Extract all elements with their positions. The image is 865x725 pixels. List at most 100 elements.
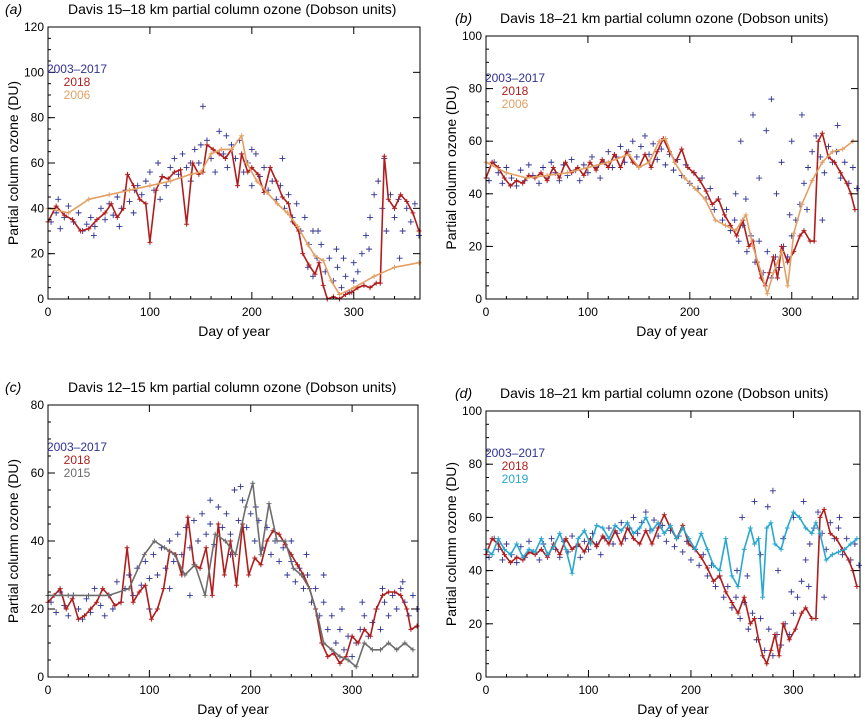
chart-c-series-2003-2017-point-45 xyxy=(235,517,242,524)
chart-d-series-2018-marker-43 xyxy=(747,621,753,627)
chart-c-series-2018-marker-50 xyxy=(349,633,355,639)
chart-a-series-2006-marker-27 xyxy=(416,260,422,266)
chart-c-series-2003-2017-point-98 xyxy=(303,551,310,558)
chart-a-legend-2006: 2006 xyxy=(64,88,91,102)
chart-d-series-2019-marker-33 xyxy=(686,536,692,542)
chart-c-series-2003-2017-point-69 xyxy=(332,640,339,646)
chart-d-series-2003-2017-point-74 xyxy=(794,594,801,601)
chart-a-series-2018-marker-16 xyxy=(153,187,159,193)
chart-c-series-2015-marker-30 xyxy=(361,640,367,646)
chart-a-series-2003-2017-point-25 xyxy=(155,160,162,166)
chart-d-series-2003-2017 xyxy=(486,487,862,659)
chart-a-series-2018-marker-28 xyxy=(222,155,228,161)
chart-c-series-2003-2017-point-46 xyxy=(239,497,246,504)
chart-b-y-tick-label-0: 0 xyxy=(475,292,482,306)
chart-a-series-2003-2017-point-18 xyxy=(126,198,133,205)
chart-d-panel-label: (d) xyxy=(455,385,472,401)
chart-d-series-2003-2017-point-73 xyxy=(790,610,797,617)
chart-d-series-2019-marker-59 xyxy=(829,552,835,558)
chart-b-x-axis-label: Day of year xyxy=(636,323,708,339)
chart-c-series-2003-2017-point-28 xyxy=(166,538,173,544)
chart-b-series-2003-2017-point-56 xyxy=(719,217,726,224)
chart-d-y-tick-label-1: 20 xyxy=(469,617,483,631)
chart-b-series-2018-marker-19 xyxy=(599,157,605,163)
chart-d-series-2003-2017-point-37 xyxy=(642,509,649,516)
chart-a-series-2006-marker-20 xyxy=(312,253,318,259)
chart-c-series-2015-marker-7 xyxy=(162,545,168,551)
chart-b-series-2018 xyxy=(483,130,858,289)
chart-d-series-2003-2017-point-62 xyxy=(745,626,752,633)
chart-b-series-2018-line xyxy=(485,132,856,287)
chart-d-series-2019-marker-1 xyxy=(489,552,495,558)
chart-c-series-2018-marker-61 xyxy=(414,623,420,629)
chart-a-x-tick-label-0: 0 xyxy=(45,305,52,319)
chart-a-series-2003-2017-point-103 xyxy=(197,141,204,148)
chart-d-y-tick-label-2: 40 xyxy=(469,564,483,578)
chart-a-series-2018-marker-46 xyxy=(320,282,326,288)
chart-d-series-2019-marker-46 xyxy=(760,594,766,600)
chart-a-series-2003-2017-point-54 xyxy=(273,196,280,203)
chart-c-series-2003-2017-point-25 xyxy=(154,572,161,578)
chart-d-series-2018-marker-13 xyxy=(563,536,569,542)
chart-b-series-2018-marker-58 xyxy=(815,138,821,144)
chart-c-series-2015-marker-22 xyxy=(298,572,304,578)
chart-b-series-2003-2017-point-85 xyxy=(837,175,844,182)
chart-d-series-2003-2017-point-89 xyxy=(855,562,862,569)
chart-b-series-2003-2017-point-4 xyxy=(503,164,510,171)
chart-c-series-2015-marker-33 xyxy=(386,640,392,646)
chart-c-series-2015-marker-34 xyxy=(394,647,400,653)
chart-c-series-2003-2017-point-12 xyxy=(101,612,108,619)
chart-a-series-2018-marker-12 xyxy=(131,183,137,189)
chart-b-series-2003-2017-point-76 xyxy=(800,180,807,187)
chart-b-series-2018-marker-50 xyxy=(774,275,780,281)
chart-c-series-2018-marker-30 xyxy=(227,538,233,544)
chart-d-series-2018-line xyxy=(485,508,858,665)
chart-a-series-2018-marker-32 xyxy=(245,169,251,175)
chart-b-series-2006-marker-22 xyxy=(764,291,770,297)
chart-b-series-2006-marker-29 xyxy=(819,159,825,165)
chart-b-y-tick-label-1: 20 xyxy=(469,239,483,253)
chart-d-series-2018-marker-12 xyxy=(557,552,563,558)
chart-a-series-2003-2017-point-43 xyxy=(228,141,235,148)
chart-c-series-2003-2017-point-4 xyxy=(65,612,72,619)
chart-a-series-2003-2017-point-77 xyxy=(367,214,374,221)
chart-a-series-2018-marker-4 xyxy=(78,228,84,234)
chart-a-series-2003-2017-point-83 xyxy=(391,214,398,221)
chart-d-series-2018-marker-28 xyxy=(655,525,661,531)
chart-b-series-2006-marker-31 xyxy=(840,146,846,152)
chart-c-series-2018-marker-16 xyxy=(142,582,148,588)
chart-d-series-2018-marker-45 xyxy=(756,637,762,643)
chart-c-series-2018-marker-36 xyxy=(264,538,270,544)
chart-b-series-2003-2017-point-2 xyxy=(495,169,502,176)
chart-d-series-2019-marker-19 xyxy=(600,525,606,531)
chart-a-series-2003-2017-point-51 xyxy=(261,164,268,171)
chart-c-series-2003-2017-point-43 xyxy=(227,531,234,538)
chart-a-series-2003-2017-point-34 xyxy=(191,146,198,153)
chart-a-series-2003-2017-point-97 xyxy=(333,246,340,253)
chart-b-series-2003-2017-point-88 xyxy=(849,164,856,171)
chart-a-series-2018-marker-11 xyxy=(124,171,130,177)
chart-a-series-2006-line xyxy=(47,135,420,296)
chart-a-series-2006-marker-9 xyxy=(208,151,214,157)
chart-d-series-2018-marker-61 xyxy=(833,536,839,542)
chart-c-series-2015-marker-17 xyxy=(258,552,264,558)
chart-a-series-2018-marker-36 xyxy=(267,165,273,171)
chart-c-series-2015-marker-13 xyxy=(222,538,228,544)
chart-d-series-2003-2017-point-26 xyxy=(597,551,604,558)
chart-c-series-2015-marker-18 xyxy=(266,501,272,507)
chart-c-series-2018-marker-54 xyxy=(373,606,379,612)
chart-b-series-2003-2017-point-40 xyxy=(654,156,661,163)
chart-d-series-2018-marker-57 xyxy=(813,615,819,621)
chart-c-series-2015-marker-31 xyxy=(369,647,375,653)
chart-b-series-2018-marker-18 xyxy=(593,167,599,173)
chart-c-series-2003-2017-point-8 xyxy=(83,595,90,602)
chart-c-series-2003-2017-point-6 xyxy=(75,606,82,612)
chart-c-series-2003-2017-point-64 xyxy=(312,585,319,592)
chart-a-series-2003-2017-point-48 xyxy=(248,182,255,189)
chart-c-series-2018-marker-52 xyxy=(361,626,367,632)
chart-a-series-2003-2017-point-37 xyxy=(203,137,210,144)
chart-d-series-2003-2017-point-58 xyxy=(728,604,735,611)
chart-b-series-2003-2017-point-41 xyxy=(658,146,665,153)
chart-a-series-2018-marker-38 xyxy=(279,194,285,200)
